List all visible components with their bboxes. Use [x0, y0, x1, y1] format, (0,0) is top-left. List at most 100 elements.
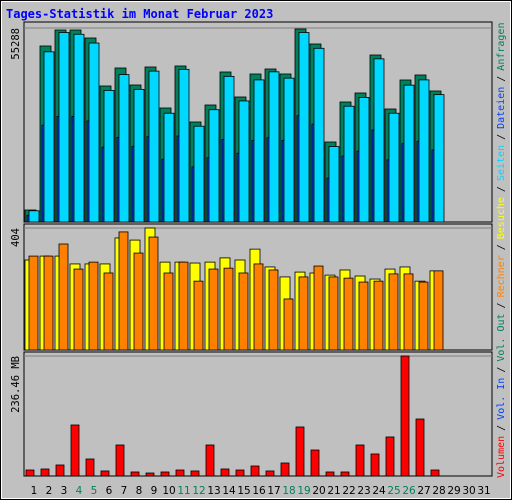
bar — [268, 71, 280, 223]
bar — [385, 436, 395, 477]
bar — [88, 42, 100, 223]
bar — [70, 424, 80, 477]
x-tick-label: 29 — [447, 485, 460, 497]
bar — [148, 236, 159, 351]
bar — [58, 32, 70, 223]
bar — [40, 468, 50, 477]
y-tick-label: 236.46 MB — [10, 356, 22, 413]
x-tick-label: 21 — [327, 485, 340, 497]
bar — [238, 272, 249, 351]
bar — [238, 100, 250, 223]
bar — [370, 453, 380, 477]
bar — [208, 109, 220, 223]
bar — [103, 90, 115, 223]
bar — [430, 469, 440, 477]
bar — [55, 464, 65, 477]
legend-entry: Besuche — [496, 197, 507, 239]
x-tick-label: 7 — [121, 485, 128, 497]
bar — [400, 355, 410, 477]
bar — [115, 444, 125, 477]
x-tick-label: 18 — [282, 485, 295, 497]
bar — [358, 97, 370, 223]
bar — [415, 418, 425, 477]
bar — [163, 272, 174, 351]
bar — [280, 462, 290, 477]
bar — [355, 444, 365, 477]
bar — [265, 470, 275, 477]
bar — [340, 471, 350, 477]
bar — [25, 469, 35, 477]
bar — [328, 276, 339, 351]
legend-separator: / — [496, 244, 507, 250]
legend-entry: Vol. Out — [496, 313, 507, 361]
x-tick-label: 24 — [372, 485, 386, 497]
bar — [358, 281, 369, 351]
bar — [388, 273, 399, 351]
bar — [208, 268, 219, 351]
legend-entry: Anfragen — [496, 23, 507, 71]
legend-separator: / — [496, 302, 507, 308]
chart-title: Tages-Statistik im Monat Februar 2023 — [6, 7, 273, 21]
bar — [130, 471, 140, 477]
bar — [223, 75, 235, 223]
x-tick-label: 12 — [192, 485, 205, 497]
y-tick-label: 404 — [10, 228, 22, 247]
x-tick-label: 10 — [162, 485, 175, 497]
bar — [145, 472, 155, 477]
bar — [100, 470, 110, 477]
bar — [193, 125, 205, 223]
bar — [373, 280, 384, 351]
x-tick-label: 25 — [387, 485, 400, 497]
bar — [310, 449, 320, 477]
legend-entry: Volumen — [496, 436, 507, 478]
x-tick-label: 31 — [477, 485, 490, 497]
bar — [298, 276, 309, 351]
bar — [58, 243, 69, 351]
bar — [418, 281, 429, 351]
x-tick-label: 26 — [402, 485, 416, 497]
bar — [163, 112, 175, 223]
legend-separator: / — [496, 367, 507, 373]
x-tick-label: 4 — [76, 485, 83, 497]
bar — [223, 267, 234, 351]
legend-separator: / — [496, 76, 507, 82]
x-tick-label: 9 — [151, 485, 158, 497]
bar — [433, 94, 445, 223]
x-tick-label: 6 — [106, 485, 113, 497]
x-tick-label: 23 — [357, 485, 370, 497]
x-tick-label: 22 — [342, 485, 355, 497]
bar — [178, 261, 189, 351]
bar — [235, 469, 245, 477]
bar — [328, 146, 340, 223]
bar — [148, 70, 160, 223]
x-tick-label: 5 — [91, 485, 98, 497]
x-tick-label: 3 — [61, 485, 68, 497]
x-tick-label: 19 — [297, 485, 310, 497]
bar — [28, 255, 39, 351]
bar — [190, 470, 200, 477]
x-tick-label: 1 — [31, 485, 38, 497]
bar — [160, 471, 170, 477]
bar — [403, 273, 414, 351]
bar — [373, 58, 385, 223]
bar — [343, 277, 354, 351]
x-tick-label: 28 — [432, 485, 445, 497]
bar — [253, 79, 265, 223]
legend-entry: Rechner — [496, 255, 507, 297]
legend-entry: Vol. In — [496, 378, 507, 420]
bar — [133, 88, 145, 223]
bar — [73, 33, 85, 223]
legend: Volumen / Vol. In / Vol. Out / Rechner / Besuche… — [496, 23, 507, 478]
bar — [85, 458, 95, 477]
bar — [325, 471, 335, 477]
legend-entry: Seiten — [496, 145, 507, 181]
x-tick-label: 14 — [222, 485, 236, 497]
bar — [118, 74, 130, 223]
bar — [268, 269, 279, 351]
x-tick-label: 2 — [46, 485, 53, 497]
bar — [433, 270, 444, 351]
bar — [43, 51, 55, 223]
bar — [118, 231, 129, 351]
